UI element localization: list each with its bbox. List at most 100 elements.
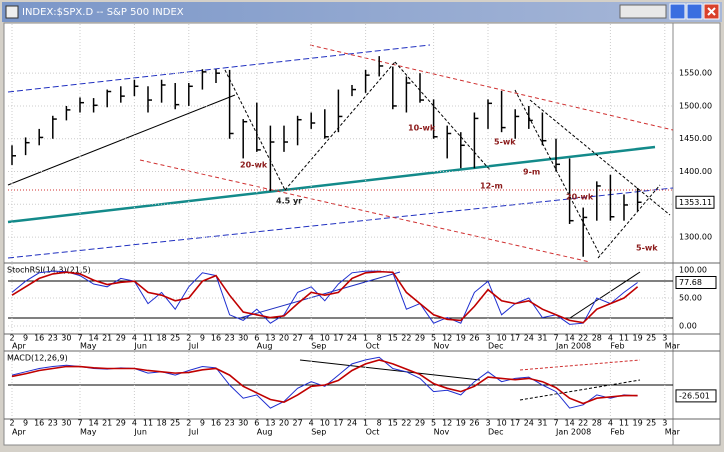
right-axis — [672, 22, 721, 446]
x-tick-label: 9 — [23, 334, 28, 343]
x-tick-label: 30 — [238, 334, 248, 343]
month-label: Nov — [434, 428, 450, 437]
x-tick-label: 6 — [254, 334, 259, 343]
x-tick-label: 21 — [102, 334, 112, 343]
month-label: Mar — [665, 342, 681, 351]
x-tick-label: 15 — [388, 419, 398, 428]
sym-button[interactable] — [619, 4, 667, 19]
x-tick-label: 5 — [431, 334, 436, 343]
x-tick-label: 16 — [211, 419, 221, 428]
x-tick-label: 3 — [485, 334, 490, 343]
x-tick-label: 27 — [293, 334, 303, 343]
chart-area — [3, 22, 721, 446]
month-label: Apr — [12, 342, 27, 351]
x-tick-label: 22 — [401, 419, 411, 428]
x-tick-label: 7 — [77, 419, 82, 428]
last-value: 77.68 — [679, 278, 702, 287]
x-tick-label: 23 — [48, 419, 58, 428]
month-label: Jul — [188, 428, 199, 437]
y-tick-label: 1450.00 — [679, 134, 712, 143]
last-value: -26.501 — [679, 391, 710, 400]
month-label: Aug — [257, 428, 273, 437]
window-title: INDEX:$SPX.D -- S&P 500 INDEX — [22, 7, 184, 18]
x-tick-label: 1 — [363, 419, 368, 428]
x-tick-label: 19 — [456, 334, 466, 343]
minimize-button[interactable] — [669, 3, 686, 20]
x-tick-label: 7 — [553, 419, 558, 428]
x-tick-label: 23 — [225, 419, 235, 428]
x-tick-label: 24 — [347, 334, 357, 343]
x-tick-label: 11 — [143, 334, 153, 343]
x-tick-label: 4 — [608, 419, 613, 428]
cycle-line — [529, 99, 671, 216]
month-label: Jan 2008 — [555, 342, 591, 351]
x-tick-label: 15 — [388, 334, 398, 343]
y-tick-label: 1550.00 — [679, 69, 712, 78]
x-tick-label: 8 — [377, 419, 382, 428]
month-label: Oct — [366, 428, 380, 437]
x-tick-label: 19 — [633, 419, 643, 428]
month-label: Jun — [133, 342, 147, 351]
red-channel-top — [309, 44, 674, 131]
annotation: 12-m — [480, 182, 503, 191]
x-tick-label: 25 — [170, 334, 180, 343]
x-tick-label: 7 — [77, 334, 82, 343]
month-label: Oct — [366, 342, 380, 351]
month-label: Jun — [133, 428, 147, 437]
x-tick-label: 28 — [592, 419, 602, 428]
last-value-box — [675, 389, 717, 403]
x-tick-label: 2 — [9, 419, 14, 428]
x-tick-label: 11 — [619, 334, 629, 343]
x-tick-label: 4 — [309, 419, 314, 428]
last-value: 1353.11 — [679, 198, 712, 207]
channel-bottom — [7, 187, 674, 259]
x-tick-label: 1 — [363, 334, 368, 343]
y-tick-label: 1400.00 — [679, 167, 712, 176]
x-tick-label: 25 — [170, 419, 180, 428]
x-tick-label: 12 — [442, 419, 452, 428]
x-tick-label: 21 — [102, 419, 112, 428]
month-label: Aug — [257, 342, 273, 351]
maximize-button[interactable] — [686, 3, 703, 20]
x-tick-label: 22 — [578, 419, 588, 428]
x-tick-label: 14 — [565, 419, 575, 428]
x-tick-label: 4 — [608, 334, 613, 343]
x-tick-label: 22 — [578, 334, 588, 343]
annotation: 9-m — [523, 168, 540, 177]
trendlines — [7, 44, 674, 401]
cycle-line — [597, 184, 661, 259]
indicator-line — [11, 359, 638, 405]
x-tick-label: 24 — [524, 334, 534, 343]
x-tick-label: 25 — [646, 334, 656, 343]
x-tick-label: 7 — [553, 334, 558, 343]
y-tick-label: 1300.00 — [679, 233, 712, 242]
x-tick-label: 17 — [333, 334, 343, 343]
x-tick-label: 9 — [200, 334, 205, 343]
month-label: Jan 2008 — [555, 428, 591, 437]
app-icon — [5, 5, 19, 19]
x-tick-label: 10 — [320, 419, 330, 428]
x-tick-label: 9 — [23, 419, 28, 428]
x-tick-label: 2 — [186, 334, 191, 343]
month-label: Feb — [610, 342, 624, 351]
x-tick-label: 31 — [537, 334, 547, 343]
cycle-line — [394, 61, 491, 171]
x-tick-label: 11 — [143, 419, 153, 428]
x-tick-label: 4 — [309, 334, 314, 343]
last-value-box — [675, 195, 715, 209]
x-tick-label: 11 — [619, 419, 629, 428]
x-tick-label: 6 — [254, 419, 259, 428]
x-tick-label: 31 — [537, 419, 547, 428]
annotation: 4.5 yr — [276, 197, 302, 206]
x-tick-label: 23 — [48, 334, 58, 343]
x-tick-label: 27 — [293, 419, 303, 428]
x-tick-label: 24 — [347, 419, 357, 428]
stoch-trend — [569, 271, 641, 319]
x-tick-label: 20 — [279, 419, 289, 428]
month-label: Jul — [188, 342, 199, 351]
month-label: Apr — [12, 428, 27, 437]
close-icon — [707, 7, 716, 16]
y-tick-label: 50.00 — [679, 293, 702, 302]
x-tick-label: 10 — [497, 419, 507, 428]
